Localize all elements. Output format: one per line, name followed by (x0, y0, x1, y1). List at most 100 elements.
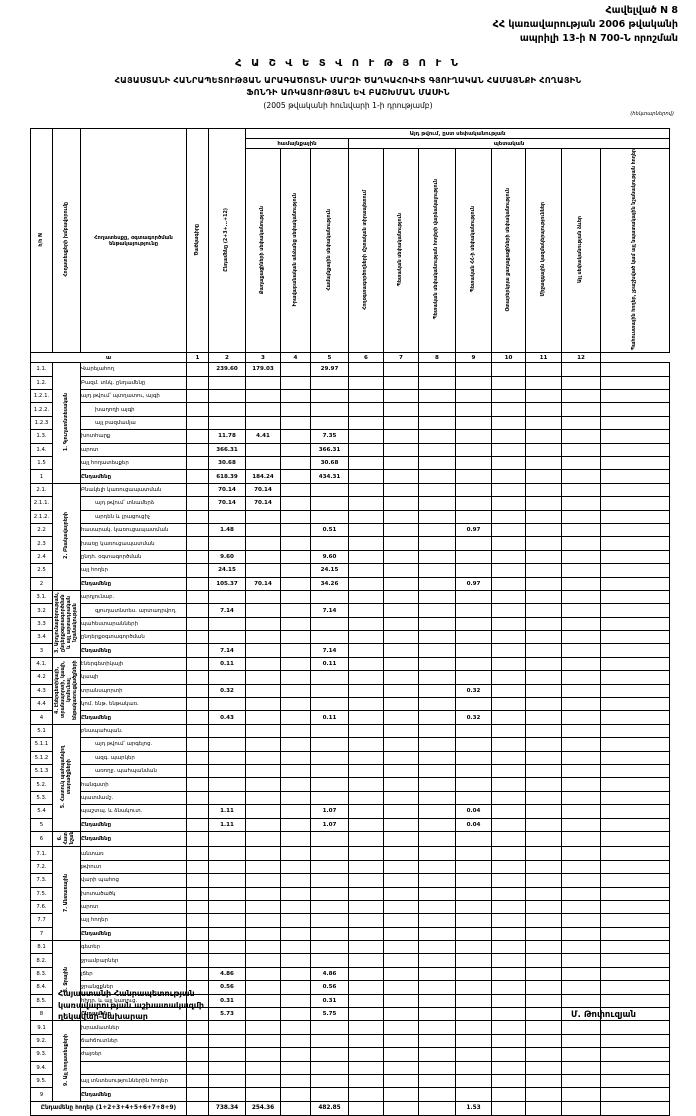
cell-c1 (208, 697, 246, 712)
row-code (186, 362, 209, 377)
cell-c9 (491, 763, 526, 779)
th-category: Հողատեսքերի խմբավորումը (52, 127, 81, 354)
cell-c3 (280, 683, 311, 699)
cell-c11 (561, 549, 601, 565)
cell-c2 (245, 886, 281, 901)
cell-c12 (600, 415, 670, 431)
cell-c2 (245, 1033, 281, 1049)
cell-c2 (245, 710, 281, 725)
row-number: 9.4. (30, 1060, 53, 1075)
cell-c2 (245, 603, 281, 618)
cell-c6 (383, 389, 419, 404)
column-number-9: 9 (455, 352, 492, 364)
cell-c10 (525, 589, 562, 605)
column-number-ա: ա (30, 352, 187, 364)
cell-c6 (383, 683, 419, 699)
cell-c5 (348, 415, 384, 431)
cell-c2: 4.41 (245, 429, 281, 444)
row-number: 6 (30, 830, 53, 848)
cell-c9 (491, 1020, 526, 1035)
cell-c8 (455, 482, 492, 498)
cell-c4 (310, 697, 349, 712)
cell-c2 (245, 980, 281, 995)
column-number-4: 4 (280, 352, 311, 364)
row-number: 4.2 (30, 670, 53, 685)
cell-c6 (383, 603, 419, 618)
cell-c2 (245, 509, 281, 524)
cell-c7 (418, 456, 456, 471)
th-rownum: հ/հ N (30, 127, 53, 354)
cell-c6 (383, 817, 419, 832)
cell-c9 (491, 616, 526, 632)
cell-c6 (383, 966, 419, 982)
cell-c4: 1.07 (310, 804, 349, 819)
cell-c10 (525, 777, 562, 792)
cell-c5 (348, 873, 384, 888)
cell-c6 (383, 697, 419, 712)
row-code (186, 603, 209, 618)
column-number-11: 11 (525, 352, 562, 364)
row-number: 5 (30, 817, 53, 832)
row-code (186, 913, 209, 928)
row-label: Ընդամենը (80, 1087, 187, 1102)
cell-c7 (418, 980, 456, 995)
row-number: 1 (30, 469, 53, 484)
cell-c6 (383, 442, 419, 458)
cell-c3 (280, 790, 311, 806)
cell-c6 (383, 830, 419, 848)
cell-c2 (245, 442, 281, 458)
row-number: 7.1. (30, 846, 53, 861)
cell-c4 (310, 496, 349, 511)
cell-c3 (280, 804, 311, 819)
cell-c10 (525, 1007, 562, 1022)
cell-c1: 7.14 (208, 643, 246, 658)
row-code (186, 576, 209, 591)
cell-c7 (418, 415, 456, 431)
cell-c3 (280, 589, 311, 605)
row-number: 7.2. (30, 859, 53, 875)
table-row: 8.1 8. Ջրային գետեր (30, 940, 670, 1022)
cell-c11 (561, 763, 601, 779)
cell-c9 (491, 953, 526, 968)
row-code (186, 723, 209, 739)
cell-c4: 5.75 (310, 1007, 349, 1022)
cell-c12 (600, 603, 670, 618)
table-row: 2.3 խառը կառուցապատման (30, 536, 670, 551)
row-code (186, 469, 209, 484)
cell-c6 (383, 859, 419, 875)
cell-c1 (208, 790, 246, 806)
row-code (186, 589, 209, 605)
row-code (186, 616, 209, 632)
row-number: 1.2.3 (30, 415, 53, 431)
cell-c10 (525, 549, 562, 565)
cell-c11 (561, 723, 601, 739)
cell-c6 (383, 886, 419, 901)
cell-c3 (280, 643, 311, 658)
footer-line-1: Հայաստանի Հանրապետության (58, 989, 195, 998)
cell-c1 (208, 737, 246, 752)
table-row: 7.5. խոտածածկ (30, 886, 670, 901)
table-row: 5.2. հանգստի (30, 777, 670, 792)
appendix-line2: ՀՀ կառավարության 2006 թվականի (492, 19, 678, 30)
row-code (186, 926, 209, 942)
table-row: 7.2. թփուտ (30, 859, 670, 875)
cell-c5 (348, 697, 384, 712)
cell-c2 (245, 899, 281, 915)
cell-c3 (280, 1047, 311, 1062)
cell-c8 (455, 750, 492, 766)
cell-c5 (348, 496, 384, 511)
cell-c4 (310, 509, 349, 524)
row-label: այդ թվում՝ արգելոց. (80, 737, 187, 752)
cell-c8 (455, 442, 492, 458)
cell-c11 (561, 670, 601, 685)
cell-c9 (491, 966, 526, 982)
cell-c5 (348, 536, 384, 551)
cell-c6 (383, 777, 419, 792)
cell-c10 (525, 913, 562, 928)
cell-c8 (455, 723, 492, 739)
cell-c12 (600, 830, 670, 848)
cell-c10 (525, 750, 562, 766)
cell-c12 (600, 899, 670, 915)
cell-c9 (491, 375, 526, 391)
footer-line-2: կառավարության աշխատակազմի (58, 1000, 205, 1010)
